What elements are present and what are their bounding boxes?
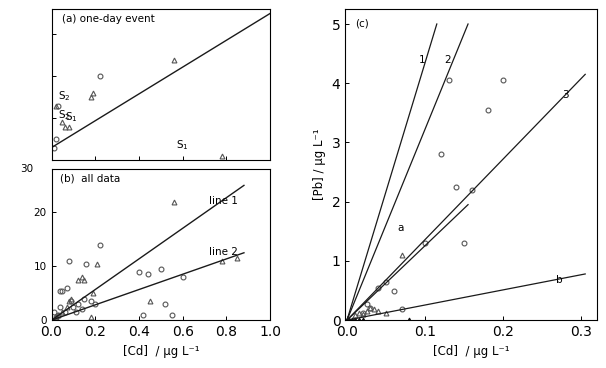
Text: a: a	[398, 223, 404, 233]
Text: 1: 1	[419, 54, 425, 64]
Text: S$_1$: S$_1$	[65, 110, 78, 124]
Y-axis label: [Pb] / μg L⁻¹: [Pb] / μg L⁻¹	[313, 129, 326, 201]
Text: (c): (c)	[356, 18, 369, 29]
Text: b: b	[556, 275, 563, 286]
Text: (b)  all data: (b) all data	[60, 174, 121, 184]
X-axis label: [Cd]  / μg L⁻¹: [Cd] / μg L⁻¹	[433, 344, 510, 358]
Text: 3: 3	[562, 90, 568, 100]
Text: S$_2$: S$_2$	[58, 109, 71, 123]
Text: 2: 2	[445, 54, 451, 64]
Text: (a) one-day event: (a) one-day event	[62, 14, 155, 24]
X-axis label: [Cd]  / μg L⁻¹: [Cd] / μg L⁻¹	[122, 344, 199, 358]
Text: S$_2$: S$_2$	[58, 89, 71, 103]
Text: line 2: line 2	[209, 247, 238, 258]
Text: line 1: line 1	[209, 196, 238, 206]
Text: 30: 30	[20, 164, 33, 174]
Text: S$_1$: S$_1$	[176, 138, 189, 152]
